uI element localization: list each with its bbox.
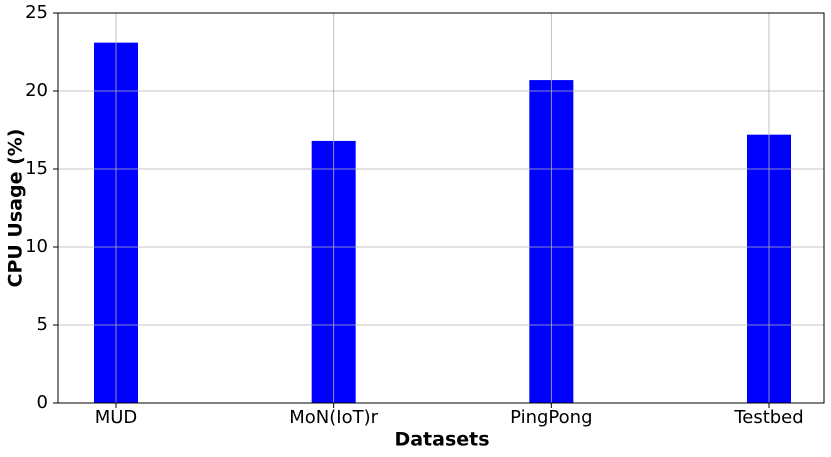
- x-tick-label: PingPong: [510, 407, 592, 428]
- y-tick-label: 5: [37, 314, 48, 335]
- y-tick-label: 0: [37, 392, 48, 413]
- y-tick-label: 25: [25, 2, 48, 23]
- x-tick-label: Testbed: [733, 407, 803, 428]
- x-tick-label: MUD: [95, 407, 138, 428]
- plot-frame: [57, 12, 825, 404]
- y-tick-label: 20: [25, 80, 48, 101]
- y-tick-label: 10: [25, 236, 48, 257]
- y-tick-label: 15: [25, 158, 48, 179]
- x-axis-title: Datasets: [394, 429, 489, 451]
- x-tick-label: MoN(IoT)r: [289, 407, 378, 428]
- y-axis-title: CPU Usage (%): [5, 129, 27, 288]
